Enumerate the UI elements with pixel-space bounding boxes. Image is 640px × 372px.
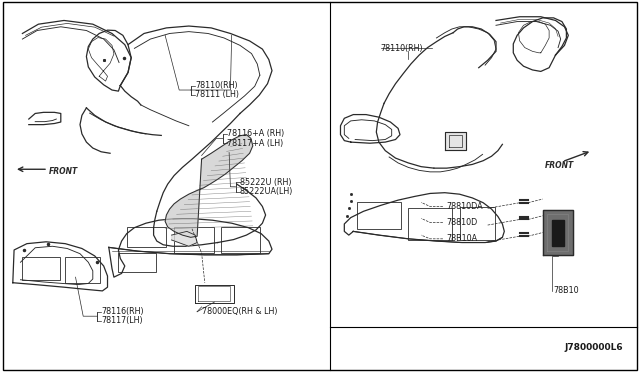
Text: 78810DA: 78810DA (447, 202, 483, 211)
Bar (22, 257, 60, 280)
Text: 78B10: 78B10 (554, 286, 579, 295)
Bar (357, 202, 401, 229)
Text: 78117+A (LH): 78117+A (LH) (227, 139, 284, 148)
Bar (174, 227, 214, 253)
Polygon shape (445, 132, 466, 150)
Bar (118, 253, 156, 272)
Polygon shape (543, 210, 573, 255)
Text: FRONT: FRONT (545, 161, 575, 170)
Text: 78110(RH): 78110(RH) (381, 44, 424, 53)
Text: 78111 (LH): 78111 (LH) (195, 90, 239, 99)
Text: FRONT: FRONT (49, 167, 79, 176)
Text: 85222U (RH): 85222U (RH) (240, 178, 291, 187)
Bar (65, 257, 100, 283)
Text: 78110(RH): 78110(RH) (195, 81, 238, 90)
Bar (408, 208, 452, 240)
Text: 78000EQ(RH & LH): 78000EQ(RH & LH) (202, 307, 277, 316)
Polygon shape (552, 220, 564, 246)
Text: 78117(LH): 78117(LH) (101, 316, 143, 325)
Bar (127, 227, 166, 247)
Text: 78116+A (RH): 78116+A (RH) (227, 129, 284, 138)
Text: J7800000L6: J7800000L6 (564, 343, 623, 352)
Text: 78B10A: 78B10A (447, 234, 478, 243)
Text: 78810D: 78810D (447, 218, 478, 227)
Text: 78116(RH): 78116(RH) (101, 307, 144, 316)
Bar (221, 227, 260, 253)
Polygon shape (172, 231, 197, 246)
Polygon shape (165, 135, 253, 237)
Bar (460, 207, 495, 240)
Text: 85222UA(LH): 85222UA(LH) (240, 187, 293, 196)
